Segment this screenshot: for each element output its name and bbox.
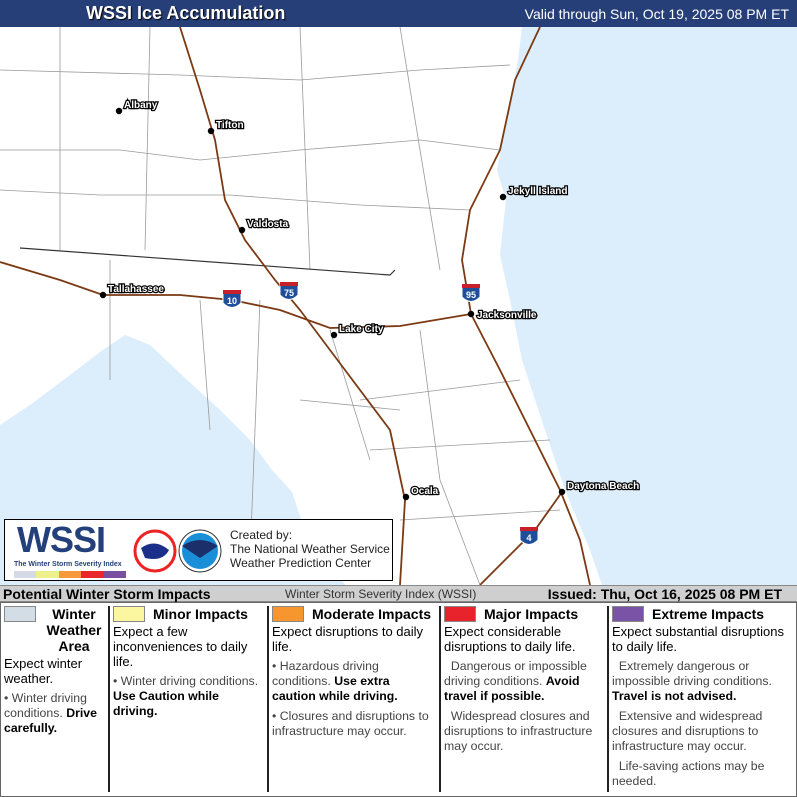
issued-time: Issued: Thu, Oct 16, 2025 08 PM ET xyxy=(547,586,782,602)
item-text: Extensive and widespread closures and di… xyxy=(612,709,763,753)
wssi-logo-box: WSSI The Winter Storm Severity Index Cre… xyxy=(4,519,393,581)
color-swatch xyxy=(58,571,82,578)
category-expectation: Expect substantial disruptions to daily … xyxy=(612,624,784,654)
city-label: Jacksonville xyxy=(477,310,537,321)
category-label: Extreme Impacts xyxy=(652,606,765,622)
city-marker: Valdosta xyxy=(238,218,290,234)
category-item: • Closures and disruptions to infrastruc… xyxy=(272,709,429,738)
interstate-4-shield: 4 xyxy=(519,527,539,545)
item-emphasis: Travel is not advised. xyxy=(612,689,737,703)
city-marker: Ocala xyxy=(402,485,440,501)
city-label: Lake City xyxy=(339,324,384,335)
interstate-number: 4 xyxy=(526,533,531,543)
category-item: Extensive and widespread closures and di… xyxy=(612,709,795,754)
item-emphasis: Use extra caution while driving. xyxy=(272,674,398,703)
state-line-ga-fl xyxy=(19,247,396,276)
category-swatch xyxy=(444,606,476,622)
category-item: Dangerous or impossible driving conditio… xyxy=(444,659,603,704)
city-marker: Jacksonville xyxy=(467,309,538,322)
item-text: Dangerous or impossible driving conditio… xyxy=(444,659,587,688)
map: 10 75 95 4 Albany Tifton Valdosta Jekyll Islan… xyxy=(0,27,797,585)
city-marker: Lake City xyxy=(330,323,385,339)
city-marker: Daytona Beach xyxy=(558,480,641,496)
interstate-95-shield: 95 xyxy=(461,284,481,302)
wssi-color-bar xyxy=(14,571,127,578)
category-expectation: Expect considerable disruptions to daily… xyxy=(444,624,576,654)
category-expectation: Expect winter weather. xyxy=(4,656,83,686)
city-label: Tifton xyxy=(216,120,244,131)
impact-category: Minor Impacts Expect a few inconveniences… xyxy=(108,606,263,792)
legend-bar: Potential Winter Storm Impacts Winter St… xyxy=(0,585,797,602)
index-name: Winter Storm Severity Index (WSSI) xyxy=(285,587,477,601)
interstate-10-shield: 10 xyxy=(222,290,242,308)
wssi-subtitle: The Winter Storm Severity Index xyxy=(14,561,122,568)
interstate-75-route xyxy=(179,27,406,585)
impact-category: Moderate Impacts Expect disruptions to da… xyxy=(267,606,435,792)
category-item: • Winter driving conditions. Drive caref… xyxy=(4,691,97,735)
city-marker: Jekyll Island xyxy=(499,185,569,201)
header: WSSI Ice Accumulation Valid through Sun,… xyxy=(0,0,797,27)
interstate-75-shield: 75 xyxy=(279,282,299,300)
category-swatch xyxy=(612,606,644,622)
interstate-number: 75 xyxy=(284,288,294,298)
category-item: • Hazardous driving conditions. Use extr… xyxy=(272,659,398,703)
color-swatch xyxy=(81,571,104,578)
interstate-number: 10 xyxy=(227,296,237,306)
credit-line: Weather Prediction Center xyxy=(230,556,372,570)
city-marker: Tallahassee xyxy=(99,283,166,299)
category-item: Extremely dangerous or impossible drivin… xyxy=(612,659,795,704)
category-item: Widespread closures and disruptions to i… xyxy=(444,709,603,754)
city-marker: Tifton xyxy=(207,119,245,135)
city-label: Albany xyxy=(124,100,158,111)
item-text: Closures and disruptions to infrastructu… xyxy=(272,709,429,738)
credit-line: The National Weather Service xyxy=(230,542,390,556)
impact-category: Winter Weather Area Expect winter weather… xyxy=(4,606,104,792)
city-label: Tallahassee xyxy=(108,284,164,295)
interstate-number: 95 xyxy=(466,290,476,300)
city-label: Ocala xyxy=(411,486,439,497)
item-text: Widespread closures and disruptions to i… xyxy=(444,709,593,753)
category-swatch xyxy=(272,606,304,622)
item-text: Winter driving conditions. xyxy=(4,691,87,720)
credits: Created by: The National Weather Service… xyxy=(230,528,390,570)
category-swatch xyxy=(4,606,36,622)
item-text: Hazardous driving conditions. xyxy=(272,659,379,688)
county-lines xyxy=(0,27,561,585)
valid-time: Valid through Sun, Oct 19, 2025 08 PM ET xyxy=(524,6,789,22)
city-label: Valdosta xyxy=(247,219,289,230)
impact-category: Major Impacts Expect considerable disrupt… xyxy=(439,606,603,792)
category-swatch xyxy=(113,606,145,622)
impact-legend: Winter Weather Area Expect winter weather… xyxy=(0,602,797,797)
item-emphasis: Use Caution while driving. xyxy=(113,689,219,718)
map-title: WSSI Ice Accumulation xyxy=(86,3,286,23)
wssi-logo: WSSI xyxy=(17,519,106,560)
city-marker: Albany xyxy=(115,99,159,115)
category-expectation: Expect a few inconveniences to daily lif… xyxy=(113,624,248,669)
item-emphasis: Drive carefully. xyxy=(4,706,97,735)
category-label: Major Impacts xyxy=(484,606,579,622)
color-swatch xyxy=(14,571,37,578)
item-text: Extremely dangerous or impossible drivin… xyxy=(612,659,772,688)
credit-line: Created by: xyxy=(230,528,293,542)
interstate-4-route xyxy=(479,491,563,585)
category-expectation: Expect disruptions to daily life. xyxy=(272,624,424,654)
impact-category: Extreme Impacts Expect substantial disrup… xyxy=(607,606,795,792)
item-text: Life-saving actions may be needed. xyxy=(612,759,765,788)
color-swatch xyxy=(103,571,127,578)
legend-title: Potential Winter Storm Impacts xyxy=(3,586,211,602)
item-emphasis: Avoid travel if possible. xyxy=(444,674,580,703)
city-label: Daytona Beach xyxy=(567,481,639,492)
category-label: Minor Impacts xyxy=(153,606,248,622)
category-label: Moderate Impacts xyxy=(312,606,432,622)
atlantic-ocean xyxy=(497,27,797,585)
category-item: Life-saving actions may be needed. xyxy=(612,759,795,789)
city-label: Jekyll Island xyxy=(508,186,567,197)
category-label: Winter Weather Area xyxy=(46,606,102,654)
category-item: • Winter driving conditions. Use Caution… xyxy=(113,674,259,718)
color-swatch xyxy=(36,571,59,578)
nws-noaa-logos xyxy=(133,529,222,573)
item-text: Winter driving conditions. xyxy=(120,674,259,688)
